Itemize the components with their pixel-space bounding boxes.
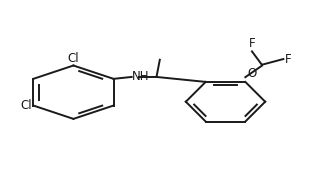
Text: O: O [247, 67, 256, 80]
Text: NH: NH [132, 70, 150, 84]
Text: Cl: Cl [20, 99, 32, 112]
Text: Cl: Cl [68, 51, 79, 65]
Text: F: F [249, 37, 255, 50]
Text: F: F [285, 53, 291, 65]
